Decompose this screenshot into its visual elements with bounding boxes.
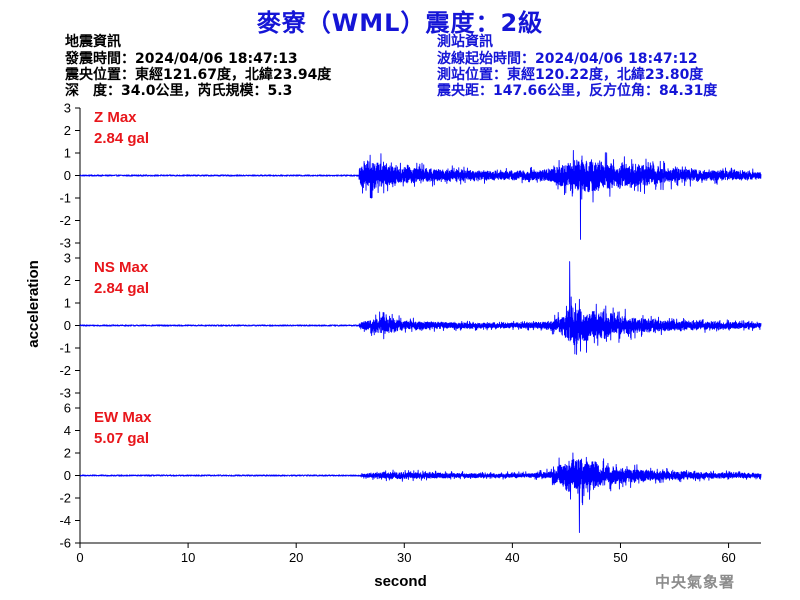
depth-magnitude: 深 度：34.0公里，芮氏規模：5.3 — [65, 83, 293, 99]
waveform-trace-z — [79, 149, 762, 240]
agency-watermark: 中央氣象署 — [655, 573, 736, 591]
x-tick-label: 60 — [721, 550, 735, 565]
y-tick-label: 6 — [64, 401, 71, 416]
y-tick-label: -2 — [59, 363, 71, 378]
panel-name-label: Z Max — [94, 109, 137, 126]
x-axis-title: second — [374, 573, 427, 590]
panel-max-value: 2.84 gal — [94, 280, 149, 297]
x-tick-label: 0 — [76, 550, 83, 565]
y-tick-label: 0 — [64, 468, 71, 483]
y-tick-label: -2 — [59, 491, 71, 506]
origin-time: 發震時間：2024/04/06 18:47:13 — [65, 51, 298, 67]
y-tick-label: 2 — [64, 123, 71, 138]
y-axis-title: acceleration — [25, 260, 42, 348]
x-tick-label: 20 — [289, 550, 303, 565]
y-tick-label: 0 — [64, 168, 71, 183]
y-tick-label: 1 — [64, 146, 71, 161]
waveform-trace-ns — [79, 261, 762, 355]
y-tick-label: -2 — [59, 213, 71, 228]
y-tick-label: 0 — [64, 318, 71, 333]
y-tick-label: 2 — [64, 446, 71, 461]
waveform-trace-ew — [79, 452, 762, 533]
station-location: 測站位置：東經120.22度，北緯23.80度 — [437, 67, 704, 83]
epicenter-location: 震央位置：東經121.67度，北緯23.94度 — [65, 67, 332, 83]
x-tick-label: 50 — [613, 550, 627, 565]
x-tick-label: 10 — [181, 550, 195, 565]
y-tick-label: -6 — [59, 536, 71, 551]
page-title: 麥寮（WML）震度：2級 — [256, 9, 544, 37]
y-tick-label: -1 — [59, 191, 71, 206]
earthquake-info-heading: 地震資訊 — [65, 34, 121, 50]
panel-max-value: 5.07 gal — [94, 430, 149, 447]
y-tick-label: -3 — [59, 386, 71, 401]
y-tick-label: 1 — [64, 296, 71, 311]
x-tick-label: 40 — [505, 550, 519, 565]
panel-name-label: EW Max — [94, 409, 152, 426]
y-tick-label: 4 — [64, 423, 71, 438]
y-tick-label: -3 — [59, 236, 71, 251]
x-tick-label: 30 — [397, 550, 411, 565]
station-info-heading: 測站資訊 — [437, 34, 493, 50]
y-tick-label: 3 — [64, 101, 71, 116]
panel-name-label: NS Max — [94, 259, 149, 276]
y-tick-label: 3 — [64, 251, 71, 266]
y-tick-label: -1 — [59, 341, 71, 356]
waveform-start-time: 波線起始時間：2024/04/06 18:47:12 — [437, 51, 698, 67]
panel-max-value: 2.84 gal — [94, 130, 149, 147]
epicentral-distance: 震央距：147.66公里，反方位角：84.31度 — [437, 83, 718, 99]
y-tick-label: -4 — [59, 513, 71, 528]
y-tick-label: 2 — [64, 273, 71, 288]
